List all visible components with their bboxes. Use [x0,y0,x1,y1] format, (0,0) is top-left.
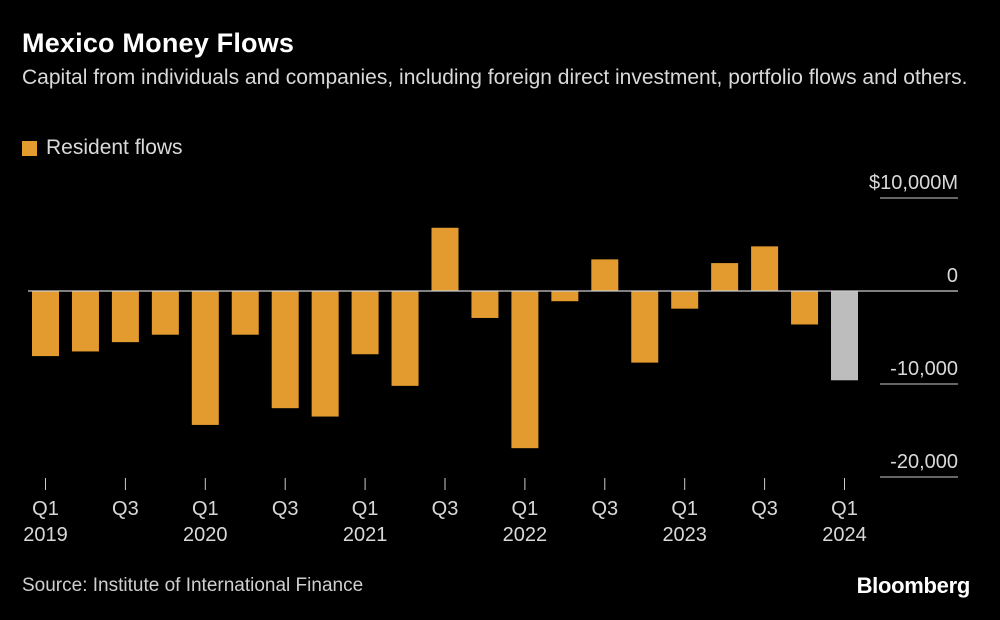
x-tick-quarter: Q3 [751,498,778,520]
x-tick-year: 2020 [183,524,228,546]
chart-title: Mexico Money Flows [22,28,295,58]
y-tick-label: -20,000 [890,451,958,473]
bar-q3-2023 [751,246,779,291]
x-tick-quarter: Q1 [352,498,379,520]
bar-q2-2020 [231,291,259,335]
y-axis-grid: $10,000M 0 -10,000 -20,000 [869,172,958,478]
x-tick-year: 2021 [343,524,388,546]
source-note: Source: Institute of International Finan… [22,575,364,596]
bloomberg-logo: Bloomberg [856,573,971,598]
bar-q2-2022 [551,291,579,302]
y-tick-label: -10,000 [890,358,958,380]
x-tick-quarter: Q1 [512,498,539,520]
bar-q4-2019 [151,291,179,335]
x-tick-year: 2019 [23,524,68,546]
x-tick-quarter: Q3 [432,498,459,520]
bar-q4-2020 [311,291,339,417]
x-tick-quarter: Q3 [112,498,139,520]
bar-q2-2021 [391,291,419,386]
x-tick-year: 2022 [503,524,548,546]
x-tick-year: 2023 [662,524,707,546]
bar-q1-2021 [351,291,379,355]
bar-q4-2023 [791,291,819,325]
legend-swatch [22,140,37,156]
legend-label: Resident flows [46,136,183,159]
bar-series [32,227,858,449]
bar-q2-2019 [71,291,99,352]
chart-subtitle: Capital from individuals and companies, … [22,66,968,89]
bar-q3-2020 [271,291,299,409]
x-tick-quarter: Q3 [272,498,299,520]
x-axis: Q1 2019 Q3 Q1 2020 Q3 Q1 2021 Q3 Q1 2022 Q3 Q1 2023 Q3… [23,478,867,546]
legend: Resident flows [22,136,183,160]
x-tick-quarter: Q1 [671,498,698,520]
x-tick-quarter: Q1 [192,498,219,520]
bar-q3-2022 [591,259,619,291]
bar-q1-2022 [511,291,539,449]
bar-q1-2019 [32,291,59,357]
x-tick-quarter: Q3 [591,498,618,520]
bar-q1-2020 [191,291,219,425]
bar-q1-2023 [671,291,699,309]
bar-q4-2021 [471,291,499,318]
bar-q4-2022 [631,291,659,363]
y-tick-label: 0 [947,265,958,287]
bar-q2-2023 [711,263,739,291]
bar-q3-2021 [431,227,459,291]
y-tick-label: $10,000M [869,172,958,194]
x-tick-year: 2024 [822,524,867,546]
x-tick-quarter: Q1 [831,498,858,520]
bar-q1-2024 [831,291,858,381]
bar-q3-2019 [111,291,139,343]
x-tick-quarter: Q1 [32,498,59,520]
